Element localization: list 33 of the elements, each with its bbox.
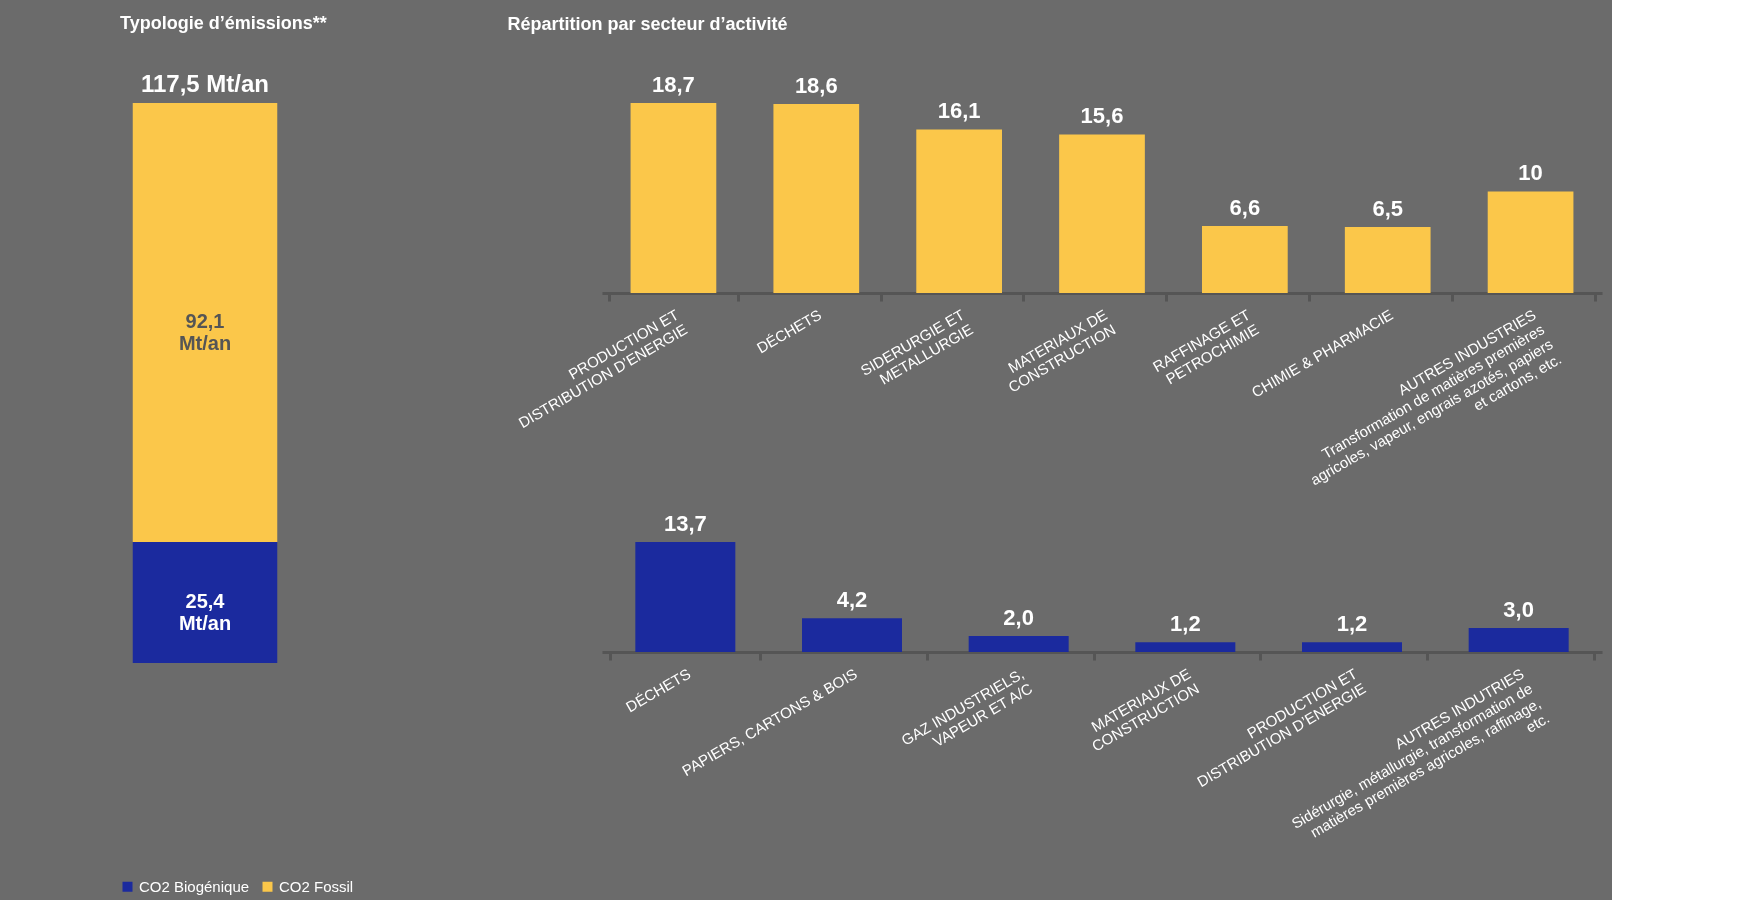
- bar: [916, 129, 1002, 293]
- bar: [1202, 225, 1288, 293]
- bar: [1487, 191, 1574, 293]
- bar: [630, 103, 717, 293]
- data-label: 6,5: [1372, 195, 1404, 221]
- legend-label: CO2 Biogénique: [139, 877, 250, 895]
- data-label: 3,0: [1503, 596, 1534, 622]
- data-label: 13,7: [663, 511, 707, 536]
- bar: [1344, 226, 1431, 293]
- data-label: 25,4 Mt/an: [178, 590, 232, 635]
- data-label: 10: [1518, 160, 1543, 186]
- chart-title: Typologie d’émissions**: [120, 13, 327, 33]
- bar: [635, 542, 736, 652]
- bar: [1302, 642, 1402, 652]
- data-label: 2,0: [1003, 604, 1034, 630]
- bar: [802, 618, 902, 652]
- data-label: 4,2: [836, 587, 868, 613]
- bar: [1135, 642, 1236, 652]
- bar: [1468, 627, 1569, 652]
- data-label: 1,2: [1336, 611, 1368, 637]
- data-label: 92,1 Mt/an: [178, 310, 232, 355]
- data-label: 16,1: [937, 98, 981, 124]
- total-label: 117,5 Mt/an: [140, 70, 270, 97]
- data-label: 6,6: [1229, 194, 1261, 220]
- data-label: 1,2: [1170, 611, 1201, 637]
- bar: [968, 635, 1069, 652]
- data-label: 18,6: [794, 73, 838, 99]
- chart-title: Répartition par secteur d’activité: [507, 14, 788, 34]
- bar: [1059, 134, 1145, 293]
- legend-label: CO2 Fossil: [279, 877, 354, 895]
- data-label: 15,6: [1080, 103, 1124, 129]
- bar: [773, 104, 860, 293]
- data-label: 18,7: [652, 72, 695, 97]
